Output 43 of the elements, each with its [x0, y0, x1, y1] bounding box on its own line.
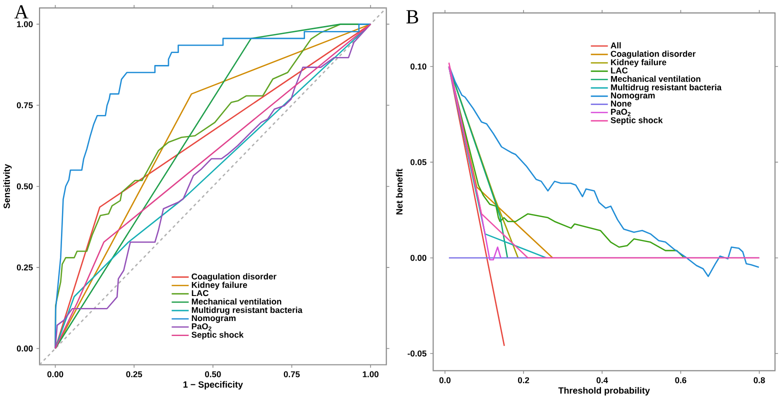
legend-label: Mechanical ventilation: [192, 298, 282, 305]
chart-title: B: [406, 10, 418, 24]
x-tick-label: 0.25: [126, 371, 142, 378]
legend-label: Mechanical ventilation: [611, 76, 700, 82]
x-tick-label: 0.75: [284, 371, 300, 378]
y-tick-label: 0.00: [16, 346, 33, 352]
legend-label: Nomogram: [192, 315, 236, 323]
x-tick-label: 1.00: [362, 371, 378, 378]
x-tick-label: 0.4: [596, 377, 608, 384]
chart-title: A: [14, 5, 28, 19]
legend-label: None: [611, 100, 632, 107]
x-tick-label: 0.6: [675, 377, 686, 384]
legend-label: Kidney failure: [611, 59, 666, 68]
y-tick-label: 0.25: [16, 264, 33, 271]
legend-label: Multidrug resistant bacteria: [611, 84, 722, 92]
legend-label: Coagulation disorder: [192, 273, 276, 282]
legend-label: Coagulation disorder: [610, 50, 696, 59]
x-tick-label: 0.8: [754, 377, 765, 384]
legend-label: PaO$_{2}$: [192, 323, 212, 331]
legend-label: Multidrug resistant bacteria: [192, 306, 302, 315]
legend-label: All: [610, 42, 621, 48]
x-tick-label: 0.50: [205, 371, 221, 378]
y-tick-label: 0.10: [410, 64, 426, 70]
x-axis-title: 1 − Specificity: [183, 381, 243, 390]
y-tick-label: 1.00: [17, 21, 33, 28]
legend-label: PaO$_{2}$: [611, 108, 631, 116]
y-tick-label: -0.05: [408, 350, 426, 357]
x-tick-label: 0.00: [47, 371, 64, 378]
legend-label: Kidney failure: [192, 282, 248, 290]
x-tick-label: 0.0: [439, 377, 451, 384]
y-axis-title: Sensitivity: [3, 164, 12, 209]
legend-label: LAC: [192, 290, 209, 296]
legend-label: LAC: [611, 68, 628, 74]
legend-label: Nomogram: [611, 92, 655, 100]
y-tick-label: 0.00: [410, 254, 426, 261]
y-tick-label: 0.50: [16, 183, 33, 190]
y-tick-label: 0.05: [410, 159, 426, 166]
x-tick-label: 0.2: [518, 377, 530, 384]
x-axis-title: Threshold probability: [558, 387, 650, 396]
legend-label: Septic shock: [192, 332, 244, 340]
legend-label: Septic shock: [610, 117, 663, 125]
y-axis-title: Net benefit: [396, 168, 403, 215]
y-tick-label: 0.75: [16, 102, 33, 108]
